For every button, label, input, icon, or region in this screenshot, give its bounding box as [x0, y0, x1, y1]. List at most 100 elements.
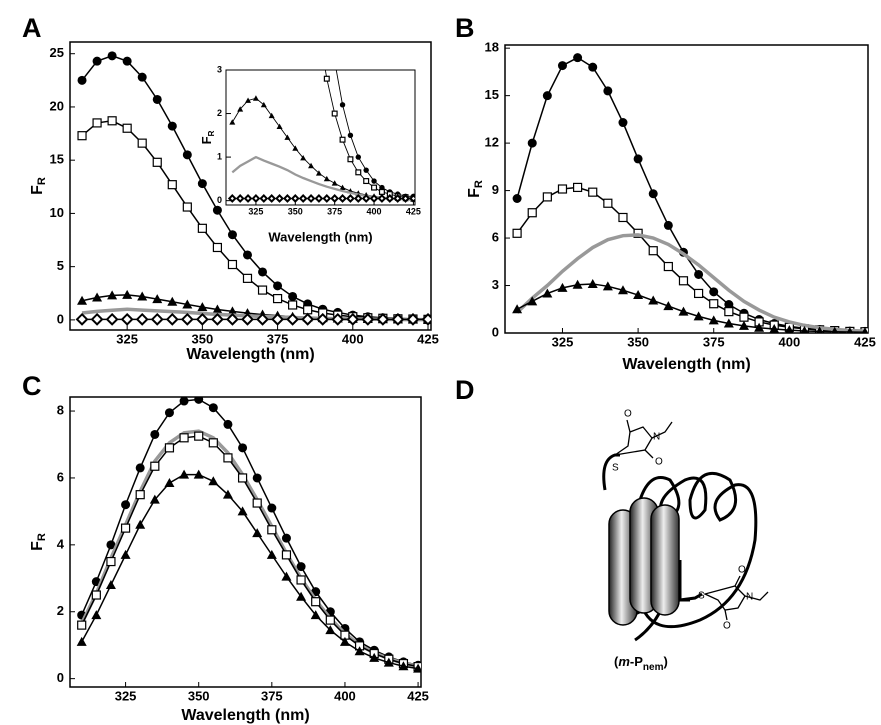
marker: [602, 281, 613, 291]
marker: [164, 443, 175, 453]
linker: [678, 560, 703, 602]
marker: [167, 121, 177, 131]
marker: [275, 194, 284, 203]
marker: [324, 2, 329, 7]
marker: [165, 312, 179, 326]
atom-label: O: [723, 621, 731, 632]
marker: [306, 194, 316, 203]
marker: [91, 610, 102, 620]
y-tick-label: 20: [50, 98, 64, 113]
marker: [361, 312, 375, 326]
marker: [208, 403, 218, 413]
marker: [784, 325, 794, 333]
atom-label: O: [738, 565, 746, 576]
x-tick-label: 375: [703, 334, 725, 349]
marker: [527, 138, 537, 148]
marker: [267, 503, 277, 513]
marker: [406, 312, 420, 326]
y-tick-label: 3: [492, 277, 499, 292]
marker: [194, 397, 204, 404]
marker: [194, 431, 204, 441]
marker: [242, 250, 252, 260]
marker: [316, 312, 330, 326]
marker: [371, 178, 377, 184]
panel-d: D O N O S S O N O (m-Pnem): [455, 375, 769, 673]
atom-label: O: [655, 457, 663, 468]
marker: [300, 154, 307, 161]
marker: [603, 86, 613, 96]
y-tick-label: 0: [57, 670, 64, 685]
marker: [150, 429, 160, 439]
bonds: [626, 419, 673, 459]
y-axis-label-main: F: [29, 185, 46, 195]
marker: [245, 97, 252, 103]
marker: [76, 636, 87, 646]
atom-label: S: [612, 463, 619, 474]
x-tick-label: 325: [116, 331, 138, 346]
marker: [149, 494, 160, 504]
y-tick-label: 5: [57, 258, 64, 273]
marker: [268, 112, 275, 119]
y-tick-label: 12: [485, 135, 499, 150]
marker: [150, 461, 160, 471]
marker: [663, 301, 674, 311]
marker: [323, 175, 330, 182]
marker: [363, 167, 369, 173]
marker: [237, 506, 248, 516]
y-tick-label: 1: [217, 151, 222, 161]
marker: [152, 294, 163, 304]
marker: [633, 154, 643, 164]
marker: [135, 312, 149, 326]
y-tick-label: 0: [217, 195, 222, 205]
marker: [588, 187, 598, 197]
marker: [167, 296, 178, 306]
marker: [409, 194, 415, 203]
marker: [182, 202, 192, 212]
marker: [339, 636, 350, 646]
marker: [227, 259, 238, 270]
marker: [195, 312, 209, 326]
marker: [223, 453, 233, 463]
marker: [208, 438, 218, 448]
marker: [77, 131, 87, 141]
y-axis-label-sub: R: [36, 177, 48, 185]
marker: [210, 312, 224, 326]
y-tick-label: 15: [485, 87, 499, 102]
marker: [572, 182, 583, 193]
marker: [413, 663, 421, 673]
marker: [310, 610, 321, 620]
plot-area: [75, 51, 431, 326]
marker: [724, 307, 734, 317]
marker: [573, 53, 583, 63]
x-tick-label: 400: [367, 206, 382, 216]
x-tick-label: 350: [192, 331, 214, 346]
y-axis-label-main: F: [199, 136, 214, 144]
x-tick-label: 425: [406, 206, 421, 216]
marker: [846, 327, 854, 333]
x-tick-label: 400: [778, 334, 800, 349]
marker: [314, 194, 324, 203]
marker: [105, 579, 116, 589]
y-tick-label: 18: [485, 40, 499, 55]
marker: [182, 299, 193, 309]
marker: [346, 312, 360, 326]
marker: [283, 194, 292, 203]
marker: [237, 473, 248, 483]
marker: [724, 300, 734, 310]
marker: [588, 62, 598, 72]
y-axis-label-main: F: [466, 188, 483, 198]
marker: [363, 178, 370, 185]
y-tick-label: 4: [57, 536, 65, 551]
marker: [292, 145, 299, 151]
marker: [107, 290, 118, 300]
marker: [298, 194, 308, 203]
marker: [618, 212, 628, 223]
marker: [105, 312, 119, 326]
marker: [92, 118, 102, 128]
marker: [227, 194, 237, 203]
y-axis-label: FR: [29, 533, 48, 551]
marker: [266, 549, 277, 559]
y-axis-label: FR: [29, 177, 48, 195]
marker: [77, 620, 87, 630]
